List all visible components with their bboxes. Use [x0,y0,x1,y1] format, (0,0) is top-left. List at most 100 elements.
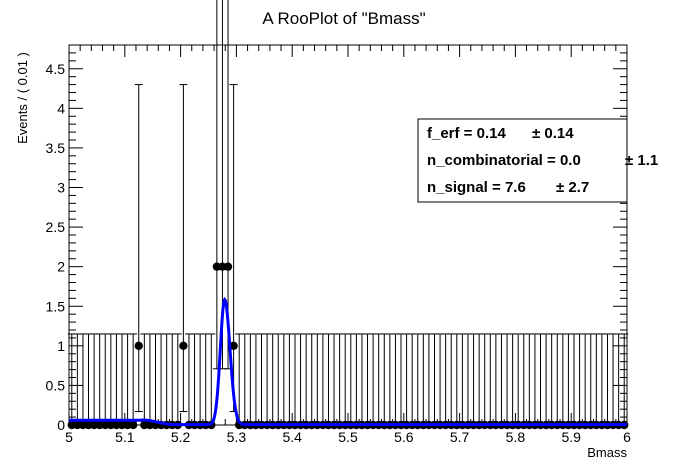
data-point [553,333,562,430]
data-point [352,333,361,430]
data-point [134,84,143,413]
x-tick-label: 5.1 [115,429,135,445]
data-point [357,333,367,430]
data-point [89,333,99,430]
data-point [363,333,372,430]
data-marker [179,341,188,351]
stats-box-border [417,118,628,203]
x-tick-label: 5.8 [506,429,526,445]
data-point [274,333,283,430]
y-tick-label: 1 [57,338,65,354]
x-tick-label: 5.2 [171,429,191,445]
data-point [413,333,422,430]
data-point [324,333,333,430]
stats-param-error: ± 1.1 [625,152,658,169]
y-tick-label: 0 [57,417,65,433]
y-tick-label: 3 [57,180,65,196]
x-tick-label: 5.7 [450,429,470,445]
data-point [368,333,378,430]
data-point [536,333,545,430]
y-tick-label: 4.5 [46,61,66,77]
data-point [251,333,261,430]
data-point [101,333,110,430]
data-marker [134,341,143,351]
data-point [525,333,534,430]
data-point [335,333,344,430]
data-point [257,333,266,430]
data-point [168,333,177,430]
data-point [463,333,473,430]
data-point [190,333,199,430]
data-point [447,333,456,430]
data-point [307,333,316,430]
x-tick-label: 6 [623,429,631,445]
data-point [374,333,383,430]
data-point [385,333,395,430]
data-point [541,333,551,430]
data-point [530,333,540,430]
x-tick-label: 5.5 [338,429,358,445]
data-point [474,333,484,430]
plot-area-border [68,44,628,426]
data-point [296,333,305,430]
stats-param-error: ± 0.14 [532,125,574,142]
data-point [469,333,478,430]
data-point [329,333,339,430]
data-point [497,333,506,430]
data-point [128,333,138,430]
x-tick-label: 5.9 [561,429,581,445]
y-tick-label: 3.5 [46,140,66,156]
data-point [407,333,417,430]
data-point [262,333,272,430]
data-point [240,333,249,430]
stats-param-label: n_combinatorial = 0.0 [427,152,581,169]
data-point [435,333,445,430]
stats-param-label: n_signal = 7.6 [427,179,526,196]
data-point [268,333,277,430]
y-axis-label: Events / ( 0.01 ) [15,52,30,144]
stats-param-label: f_erf = 0.14 [427,125,506,142]
x-tick-label: 5.4 [282,429,302,445]
data-point [586,333,595,430]
y-tick-label: 0.5 [46,377,66,393]
y-tick-label: 2 [57,259,65,275]
y-tick-label: 2.5 [46,219,66,235]
fit-curve [69,296,627,427]
data-point [441,333,450,430]
x-tick-label: 5 [65,429,73,445]
data-marker [128,420,138,430]
data-point [73,333,82,430]
data-point [491,333,501,430]
y-tick-label: 1.5 [46,298,66,314]
data-point [112,333,121,430]
data-point [597,333,607,430]
data-point [558,333,568,430]
data-point [313,333,322,430]
x-tick-label: 5.6 [394,429,414,445]
data-point [145,333,155,430]
data-point [391,333,400,430]
data-point [380,333,389,430]
data-point [614,333,623,430]
fit-parameters-box: f_erf = 0.14 ± 0.14 n_combinatorial = 0.0 ±… [417,118,658,203]
data-point [502,333,512,430]
data-point [279,333,289,430]
data-point [201,333,210,430]
data-point [608,333,618,430]
data-point [480,333,489,430]
data-point [430,333,439,430]
data-point [179,84,188,413]
data-point [318,333,328,430]
data-point [246,333,255,430]
data-point [212,0,222,370]
data-marker [229,341,238,351]
chart-title: A RooPlot of "Bmass" [262,9,425,28]
data-point [419,333,428,430]
data-point [78,333,88,430]
data-point [486,333,495,430]
data-point [603,333,612,430]
data-point [580,333,590,430]
data-point [519,333,528,430]
